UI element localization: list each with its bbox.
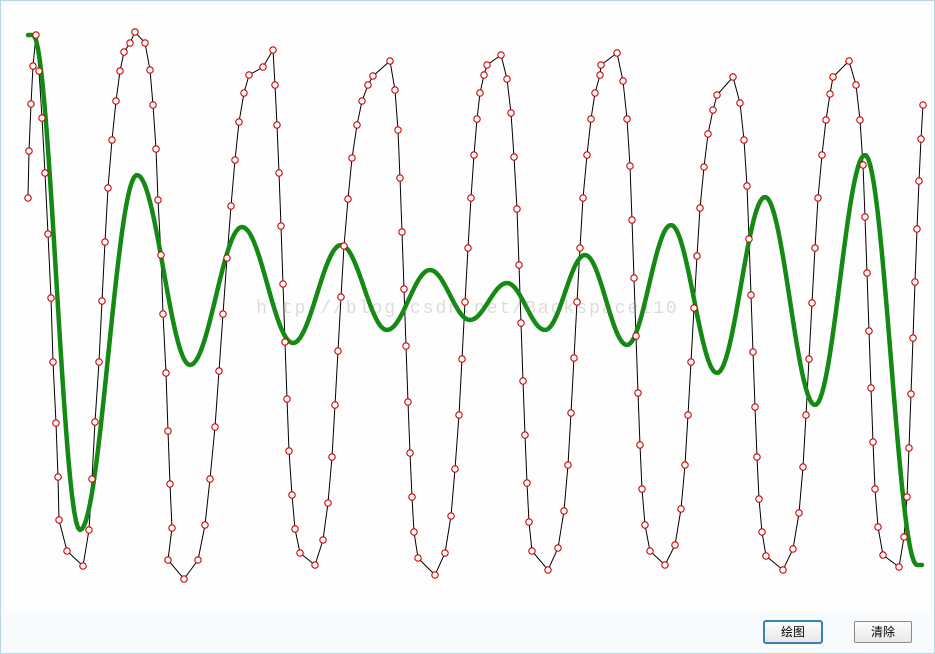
clear-button[interactable]: 清除 [854, 621, 912, 643]
drawing-canvas[interactable]: http://blog.csdn.net/Backspace110 [5, 5, 930, 613]
button-bar: 绘图 清除 [1, 619, 926, 645]
draw-button[interactable]: 绘图 [764, 621, 822, 643]
app-window: http://blog.csdn.net/Backspace110 绘图 清除 [0, 0, 935, 654]
plot-svg [5, 5, 930, 613]
